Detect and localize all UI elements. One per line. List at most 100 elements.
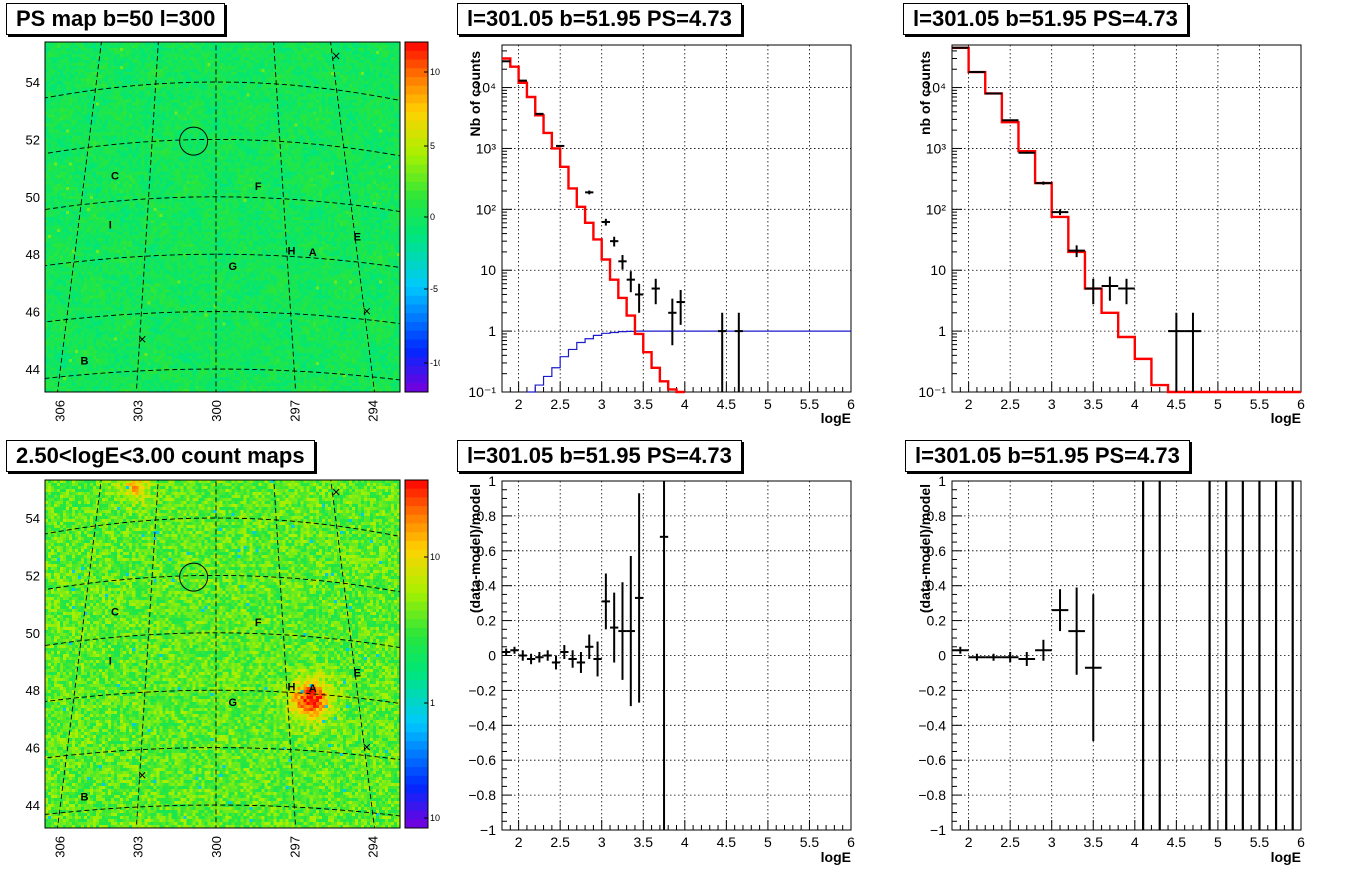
colorbar-step bbox=[405, 532, 428, 541]
colorbar-step bbox=[405, 42, 428, 51]
x-axis-label: logE bbox=[1271, 410, 1301, 426]
data-point bbox=[535, 113, 543, 114]
colorbar-step bbox=[405, 51, 428, 60]
source-label-g: G bbox=[228, 697, 237, 709]
colorbar-step bbox=[405, 130, 428, 139]
y-tick-label: −0.2 bbox=[918, 682, 946, 698]
y-tick-label: 10² bbox=[476, 201, 497, 217]
colorbar-step bbox=[405, 243, 428, 252]
data-point bbox=[568, 650, 576, 667]
heatmap-pixels bbox=[45, 480, 400, 828]
colorbar-step bbox=[405, 147, 428, 156]
data-point bbox=[1035, 640, 1052, 661]
source-label-i: I bbox=[109, 219, 112, 231]
data-point bbox=[552, 656, 560, 670]
residual-1-title: l=301.05 b=51.95 PS=4.73 bbox=[457, 440, 742, 472]
colorbar-step bbox=[405, 287, 428, 296]
colorbar-step bbox=[405, 383, 428, 392]
colorbar-step bbox=[405, 715, 428, 724]
y-tick-label: 44 bbox=[26, 798, 40, 813]
source-label-e: E bbox=[354, 668, 361, 680]
colorbar-step bbox=[405, 165, 428, 174]
colorbar-step bbox=[405, 689, 428, 698]
colorbar-step bbox=[405, 235, 428, 244]
y-tick-label: 1 bbox=[488, 323, 496, 339]
source-label-h: H bbox=[287, 682, 295, 694]
colorbar-step bbox=[405, 95, 428, 104]
data-point bbox=[969, 654, 986, 661]
x-tick-label: 5 bbox=[764, 396, 772, 412]
plot-frame bbox=[952, 45, 1301, 392]
colorbar-tick-label: 1 bbox=[430, 698, 435, 708]
x-tick-label: 300 bbox=[209, 836, 224, 858]
y-tick-label: 1 bbox=[938, 473, 946, 489]
y-tick-label: 50 bbox=[26, 626, 40, 641]
colorbar-step bbox=[405, 802, 428, 811]
x-tick-label: 5.5 bbox=[1250, 834, 1270, 850]
x-tick-label: 6 bbox=[847, 834, 855, 850]
source-label-c: C bbox=[111, 607, 119, 619]
x-tick-label: 5.5 bbox=[800, 834, 820, 850]
x-tick-label: 3.5 bbox=[634, 834, 654, 850]
x-tick-label: 4 bbox=[1131, 834, 1139, 850]
x-tick-label: 3 bbox=[598, 396, 606, 412]
data-point bbox=[635, 493, 643, 702]
y-tick-label: 10² bbox=[926, 201, 947, 217]
y-tick-label: −0.2 bbox=[468, 682, 496, 698]
x-tick-label: 2.5 bbox=[550, 396, 570, 412]
colorbar-step bbox=[405, 261, 428, 270]
colorbar-step bbox=[405, 758, 428, 767]
data-point bbox=[610, 593, 618, 663]
count-map-title: 2.50<logE<3.00 count maps bbox=[6, 440, 315, 472]
y-axis-label: (data-model)/model bbox=[467, 484, 483, 613]
x-tick-label: 4.5 bbox=[1167, 396, 1187, 412]
colorbar-step bbox=[405, 121, 428, 130]
colorbar-step bbox=[405, 793, 428, 802]
data-point bbox=[652, 279, 660, 304]
y-tick-label: 46 bbox=[26, 741, 40, 756]
colorbar-step bbox=[405, 576, 428, 585]
y-tick-label: 10 bbox=[480, 262, 496, 278]
y-tick-label: −0.8 bbox=[918, 787, 946, 803]
spectrum-1-title: l=301.05 b=51.95 PS=4.73 bbox=[457, 3, 742, 35]
colorbar-step bbox=[405, 252, 428, 261]
colorbar-step bbox=[405, 173, 428, 182]
x-tick-label: 2.5 bbox=[1000, 834, 1020, 850]
colorbar-step bbox=[405, 322, 428, 331]
colorbar-step bbox=[405, 724, 428, 733]
colorbar-step bbox=[405, 191, 428, 200]
y-tick-label: 54 bbox=[26, 511, 40, 526]
colorbar-step bbox=[405, 706, 428, 715]
data-point bbox=[593, 642, 601, 677]
data-point bbox=[527, 654, 535, 664]
colorbar-step bbox=[405, 68, 428, 77]
residual-2-panel: l=301.05 b=51.95 PS=4.73 −1−0.8−0.6−0.4−… bbox=[900, 438, 1340, 875]
data-point bbox=[1002, 652, 1019, 662]
colorbar-step bbox=[405, 182, 428, 191]
y-tick-label: 52 bbox=[26, 568, 40, 583]
data-point bbox=[602, 219, 610, 226]
y-tick-label: 0.2 bbox=[477, 613, 497, 629]
y-tick-label: −0.8 bbox=[468, 787, 496, 803]
colorbar-step bbox=[405, 645, 428, 654]
y-tick-label: 10⁻¹ bbox=[918, 384, 946, 400]
colorbar-step bbox=[405, 654, 428, 663]
data-point bbox=[677, 290, 685, 325]
series-model-line bbox=[502, 59, 685, 392]
y-tick-label: 10³ bbox=[926, 140, 947, 156]
x-tick-label: 5 bbox=[1214, 396, 1222, 412]
data-point bbox=[985, 654, 1002, 661]
x-tick-label: 3 bbox=[598, 834, 606, 850]
series-blue-line bbox=[527, 331, 851, 392]
data-point bbox=[1185, 313, 1202, 392]
x-tick-label: 306 bbox=[52, 836, 67, 858]
x-tick-label: 5.5 bbox=[800, 396, 820, 412]
x-tick-label: 3.5 bbox=[634, 396, 654, 412]
source-label-a: A bbox=[309, 247, 317, 259]
data-point bbox=[1068, 245, 1085, 257]
colorbar-step bbox=[405, 541, 428, 550]
